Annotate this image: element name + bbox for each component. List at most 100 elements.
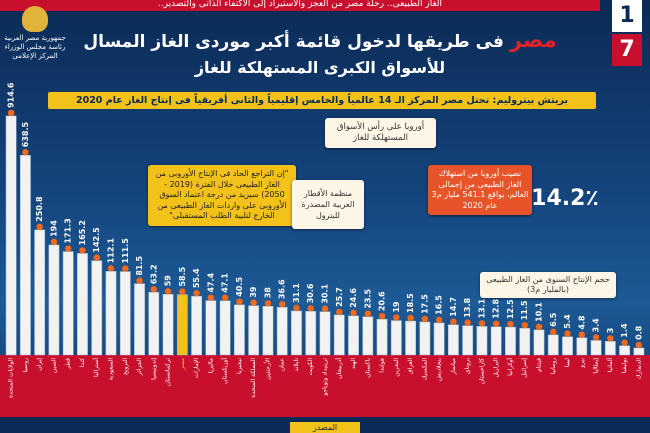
value-label: 20.6 [378,291,387,311]
x-tick-label: الأرجنتين [263,358,271,380]
quote-box: "إن التراجع الحاد فى الإنتاج الأوروبى من… [148,165,296,226]
flame [236,298,243,305]
value-label: 63.2 [149,264,158,284]
flame [407,314,414,322]
value-label: 47.1 [221,273,230,293]
flame [122,265,129,272]
bar [5,115,17,356]
bar [91,260,103,356]
bar [576,337,588,356]
value-label: 1.4 [620,323,629,338]
bar [476,326,488,356]
x-tick-label: قطر [65,358,72,370]
value-label: 30.6 [306,283,315,303]
value-label: 24.6 [349,288,358,308]
x-tick-label: الكويت [307,358,314,376]
flame [493,320,500,327]
bar [34,229,46,356]
flame [65,245,72,252]
quote-source: منظمة الأقطار العربية المصدرة للبترول [292,180,364,229]
flame [621,339,628,346]
value-label: 250.8 [35,196,44,222]
value-label: 11.5 [520,300,529,320]
source-line: بريتش بيتروليم: تحتل مصر المركز الـ 14 ع… [48,92,596,109]
x-tick-label: النرويج [122,358,129,375]
bar [319,311,331,356]
share-value: 14.2٪ [531,186,599,211]
flame [150,285,157,293]
value-label: 25.7 [335,287,344,307]
bar [490,326,502,356]
value-label: 23.5 [363,289,372,309]
bar [20,154,31,356]
value-label: 59 [164,275,173,287]
x-tick-label: بيرو [578,358,585,369]
bar [62,251,74,356]
flame [607,335,614,342]
bar [405,320,416,356]
value-label: 55.4 [192,268,201,288]
bar [362,316,374,356]
bar [533,329,545,356]
x-tick-label: السعودية [108,358,115,381]
value-label: 58.5 [178,266,187,286]
bar [433,322,445,356]
flame [193,289,200,297]
value-label: 31.1 [292,283,301,303]
x-tick-label: المكسيك [421,358,428,381]
bar [119,271,131,356]
value-label: 142.5 [92,227,101,253]
bar [234,304,245,356]
flame [336,308,343,316]
x-tick-label: الإمارات [193,358,200,379]
x-tick-label: العراق [407,358,414,374]
logo: جمهورية مصر العربية رئاسة مجلس الوزراء ا… [4,6,66,61]
value-label: 13.8 [463,297,472,317]
flame [535,323,543,331]
value-label: 5.4 [563,314,572,329]
x-tick-label: تركمانستان [165,358,172,387]
x-tick-label: نيجيريا [236,358,243,374]
value-label: 111.5 [121,238,130,264]
axis-title: حجم الإنتاج السنوى من الغاز الطبيعى (بال… [480,272,616,298]
page-number: 1 [612,0,642,32]
x-tick-label: رومانيا [550,358,557,374]
bar [333,314,345,356]
flame [136,277,143,284]
flame [79,247,86,254]
flame [293,304,300,312]
x-tick-label: الهند [350,358,357,370]
value-label: 17.5 [420,294,429,314]
flame [592,334,600,341]
flame [221,294,229,301]
source: المصدر [290,422,360,433]
bar [547,334,559,356]
value-label: 0.8 [634,325,643,340]
logo-line: رئاسة مجلس الوزراء [4,43,66,51]
flame [93,254,100,261]
bar [619,345,630,356]
title-highlight: مصر [509,28,557,52]
value-label: 12.8 [492,299,501,319]
x-tick-label: كندا [79,358,86,368]
value-label: 3 [606,328,615,334]
flame [179,288,186,295]
bar [176,294,188,356]
value-label: 39 [249,286,258,298]
flame [378,312,386,320]
x-tick-label: أستراليا [92,358,100,377]
value-label: 38 [263,287,272,299]
bar [162,294,174,356]
x-tick-label: إسرائيل [521,358,528,378]
flame [578,331,585,338]
flame [164,288,172,295]
flame [7,109,15,117]
bar [590,340,602,356]
flame [279,300,286,308]
bar [604,341,616,356]
value-label: 12.5 [506,299,515,319]
flame [207,294,215,301]
value-label: 40.5 [235,277,244,297]
x-tick-label: فيتنام [536,358,543,372]
